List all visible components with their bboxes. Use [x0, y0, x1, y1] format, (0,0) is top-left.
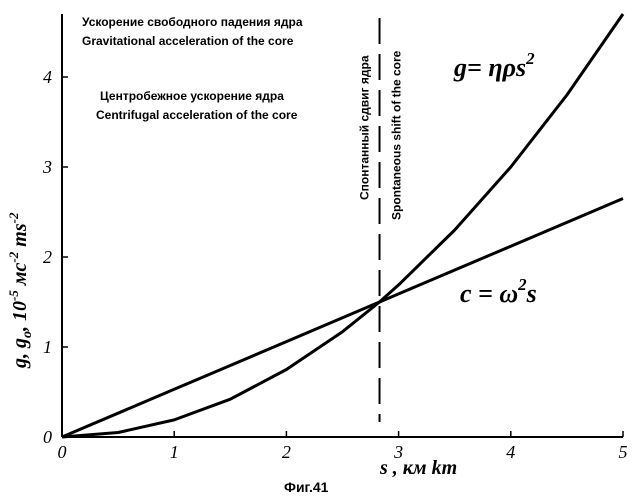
y-axis-label: g, go, 10-5 мс-2 ms-2	[6, 212, 35, 369]
ylabel-sub-o: o	[20, 331, 35, 338]
vline-label-en: Spontaneous shift of the core	[390, 50, 404, 220]
ylabel-comma: ,	[9, 348, 31, 359]
annotation-gravitational-ru: Ускорение свободного падения ядра	[82, 15, 303, 29]
y-tick-label: 0	[43, 427, 52, 447]
formula-c-exponent: 2	[517, 275, 527, 294]
annotation-gravitational-en: Gravitational acceleration of the core	[82, 34, 294, 48]
ylabel-exp-2b: -2	[6, 212, 21, 223]
formula-g-exponent: 2	[525, 49, 535, 68]
annotation-centrifugal-ru: Центробежное ускорение ядра	[100, 89, 284, 103]
formula-c-symbol: c	[460, 279, 472, 308]
y-tick-label: 4	[43, 67, 52, 87]
x-tick-label: 5	[619, 442, 628, 462]
formula-c: c = ω2s	[460, 275, 537, 308]
ylabel-g2: g	[9, 338, 31, 349]
formula-c-body: = ω	[472, 279, 519, 308]
ylabel-scale: , 10	[9, 301, 31, 332]
series-layer	[62, 14, 623, 437]
ylabel-exp-2a: -2	[6, 251, 21, 262]
formula-c-tail: s	[526, 279, 537, 308]
y-tick-label: 1	[43, 337, 52, 357]
ylabel-exp-5: -5	[6, 290, 21, 301]
ylabel-unit-en: ms	[9, 223, 31, 252]
ylabel-unit-ru: мс	[9, 262, 31, 290]
ylabel-g: g	[9, 358, 31, 369]
series-gravitational-line	[62, 14, 623, 437]
x-tick-label: 0	[58, 442, 67, 462]
y-tick-label: 2	[43, 247, 52, 267]
formula-g: g= ηρs2	[453, 49, 535, 82]
x-tick-label: 4	[506, 442, 515, 462]
formula-g-symbol: g	[453, 53, 467, 82]
annotation-centrifugal-en: Centrifugal acceleration of the core	[96, 108, 298, 122]
formula-g-body: = ηρs	[467, 53, 526, 82]
x-tick-label: 2	[282, 442, 291, 462]
x-ticks: 012345	[58, 431, 628, 462]
axes	[62, 14, 623, 437]
y-tick-label: 3	[42, 157, 52, 177]
y-ticks: 0 1 2 3 4	[42, 67, 68, 447]
vline-label-ru: Спонтанный сдвиг ядра	[358, 55, 372, 200]
x-axis-label: s , км km	[379, 457, 457, 479]
x-tick-label: 1	[170, 442, 179, 462]
figure-caption: Фиг.41	[284, 479, 329, 495]
series-centrifugal-line	[62, 199, 623, 438]
